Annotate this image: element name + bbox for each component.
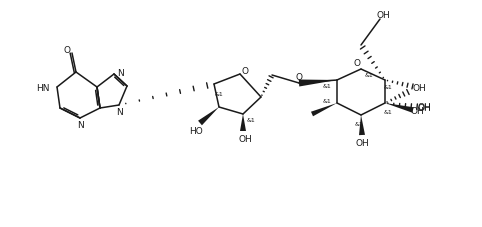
Text: N: N <box>77 120 83 129</box>
Text: &1: &1 <box>364 72 374 77</box>
Text: HO: HO <box>189 127 203 136</box>
Text: OH: OH <box>355 139 369 148</box>
Text: OH: OH <box>417 103 431 112</box>
Polygon shape <box>359 116 365 136</box>
Text: &1: &1 <box>322 98 332 103</box>
Text: HN: HN <box>37 83 50 92</box>
Polygon shape <box>311 104 337 117</box>
Text: N: N <box>117 68 123 77</box>
Polygon shape <box>240 114 246 131</box>
Text: O: O <box>353 58 361 67</box>
Polygon shape <box>385 104 414 113</box>
Text: &1: &1 <box>384 109 392 114</box>
Text: N: N <box>116 107 122 116</box>
Text: &1: &1 <box>384 84 392 89</box>
Text: O: O <box>241 66 249 75</box>
Text: &1: &1 <box>355 121 363 126</box>
Text: OH: OH <box>417 102 431 111</box>
Polygon shape <box>299 80 337 87</box>
Text: OH: OH <box>412 83 426 92</box>
Text: &1: &1 <box>247 117 255 122</box>
Text: &1: &1 <box>214 91 223 96</box>
Text: O: O <box>64 45 70 54</box>
Text: OH: OH <box>376 10 390 20</box>
Polygon shape <box>198 108 219 126</box>
Text: OH: OH <box>410 106 424 115</box>
Text: OH: OH <box>238 135 252 144</box>
Text: &1: &1 <box>322 83 332 88</box>
Text: O: O <box>295 72 303 81</box>
